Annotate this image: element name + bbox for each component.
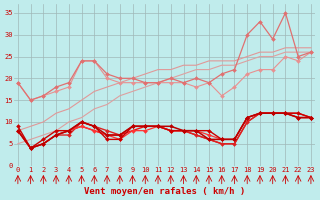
X-axis label: Vent moyen/en rafales ( km/h ): Vent moyen/en rafales ( km/h ): [84, 187, 245, 196]
